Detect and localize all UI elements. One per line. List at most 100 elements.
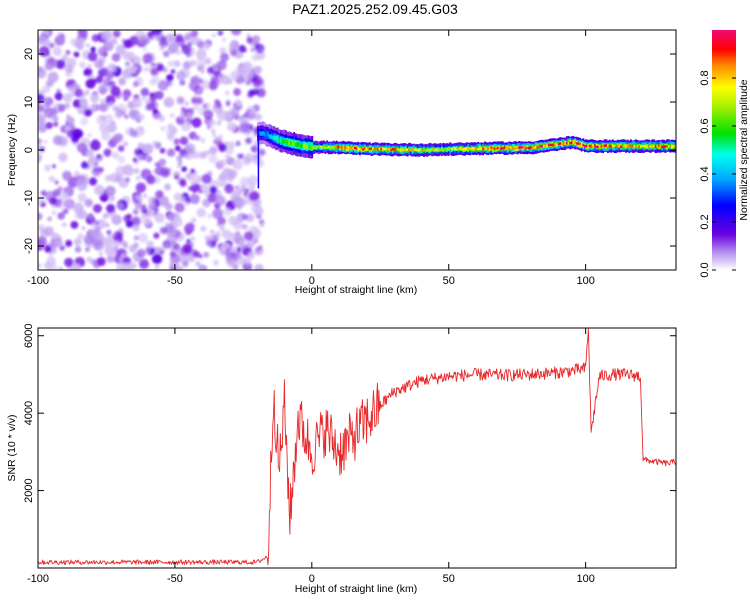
tone-segment <box>628 144 631 147</box>
noise-blob <box>173 60 181 68</box>
noise-blob <box>133 235 139 241</box>
noise-blob <box>176 70 186 81</box>
noise-blob <box>156 92 163 99</box>
tone-segment <box>634 145 637 148</box>
tone-segment <box>459 147 462 150</box>
noise-blob <box>100 115 106 122</box>
tone-segment <box>567 142 570 145</box>
tone-segment <box>559 142 562 145</box>
tone-segment <box>587 145 590 148</box>
noise-blob <box>105 185 116 197</box>
noise-blob <box>194 135 201 141</box>
noise-blob <box>201 173 212 184</box>
tone-segment <box>409 149 412 152</box>
noise-blob <box>250 145 259 153</box>
tone-segment <box>487 147 489 151</box>
noise-blob <box>117 155 126 164</box>
noise-blob <box>122 51 132 60</box>
noise-blob <box>250 187 255 192</box>
tone-layer-3 <box>257 131 676 152</box>
tone-segment <box>370 147 373 150</box>
tone-segment <box>498 147 501 150</box>
tone-segment <box>360 146 363 150</box>
y-tick-label: -20 <box>23 238 35 254</box>
noise-blob <box>227 141 236 149</box>
noise-blob <box>113 240 121 248</box>
tone-segment <box>393 148 396 151</box>
tone-segment <box>293 141 296 147</box>
noise-blob <box>38 115 46 125</box>
tone-segment <box>491 147 494 150</box>
tone-segment <box>472 146 475 150</box>
colorbar-tick-label: 0.6 <box>699 118 711 133</box>
tone-segment <box>303 143 305 149</box>
tone-segment <box>666 145 669 148</box>
snr-x-tick-label: -100 <box>27 573 49 585</box>
tone-segment <box>399 148 402 152</box>
noise-blob <box>182 260 189 267</box>
noise-blob <box>54 189 61 196</box>
tone-segment <box>278 138 281 143</box>
tone-segment <box>526 146 529 150</box>
tone-segment <box>317 145 320 149</box>
tone-segment <box>482 147 485 151</box>
snr-x-label: Height of straight line (km) <box>295 583 418 595</box>
noise-blob <box>233 88 242 96</box>
tone-segment <box>261 131 264 136</box>
spectrogram-y-label: Frequency (Hz) <box>6 114 18 186</box>
tone-segment <box>460 147 463 151</box>
noise-blob <box>258 148 266 156</box>
tone-segment <box>404 148 407 151</box>
noise-blob <box>123 243 129 249</box>
noise-blob <box>67 86 74 92</box>
noise-blob <box>195 261 201 267</box>
noise-blob <box>100 131 111 141</box>
tone-segment <box>349 146 351 150</box>
noise-blob <box>124 61 131 67</box>
noise-blob <box>177 160 183 165</box>
noise-blob <box>38 212 43 221</box>
snr-background <box>38 328 676 568</box>
noise-blob <box>207 170 213 176</box>
noise-blob <box>233 196 245 208</box>
spectrogram-tone <box>257 121 676 189</box>
noise-blob <box>250 47 256 53</box>
noise-blob <box>48 251 53 257</box>
tone-segment <box>580 144 583 147</box>
noise-blob <box>185 173 193 180</box>
noise-blob <box>235 140 241 147</box>
noise-blob <box>62 208 69 215</box>
tone-segment <box>593 144 596 147</box>
tone-segment <box>322 145 325 148</box>
noise-blob <box>154 190 164 199</box>
noise-blob <box>87 63 92 68</box>
tone-segment <box>390 148 393 152</box>
noise-blob <box>132 198 139 204</box>
snr-ticks: -100 -50 0 50 100 2000 4000 6000 <box>23 323 676 585</box>
noise-blob <box>189 193 200 205</box>
tone-segment <box>639 145 642 148</box>
noise-blob <box>254 113 262 121</box>
noise-blob <box>39 228 49 238</box>
tone-segment <box>334 145 337 149</box>
tone-segment <box>496 146 499 150</box>
noise-blob <box>110 86 121 97</box>
noise-blob <box>44 30 49 36</box>
noise-blob <box>128 65 137 75</box>
noise-blob <box>158 115 165 122</box>
noise-blob <box>233 112 237 117</box>
noise-blob <box>207 193 218 203</box>
noise-blob <box>111 151 120 159</box>
tone-segment <box>286 140 289 145</box>
noise-blob <box>212 133 217 138</box>
noise-blob <box>152 140 159 147</box>
noise-blob <box>87 213 94 220</box>
tone-segment <box>330 145 333 149</box>
noise-blob <box>144 100 149 105</box>
noise-blob <box>231 171 237 177</box>
noise-blob <box>121 70 130 79</box>
tone-segment <box>437 148 440 152</box>
noise-blob <box>112 105 119 112</box>
noise-blob <box>157 79 169 91</box>
